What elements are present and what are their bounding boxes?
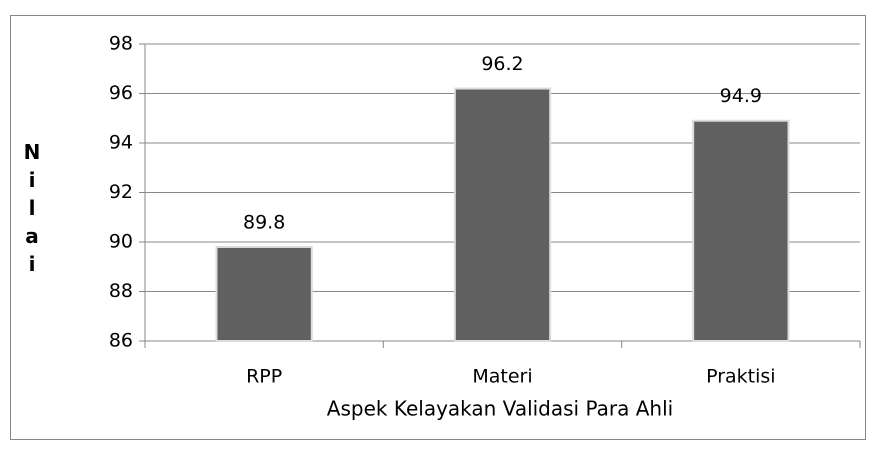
data-label: 94.9 [720, 85, 762, 107]
x-tick-label: Materi [472, 366, 532, 388]
y-tick-label: 96 [109, 82, 133, 104]
data-label: 96.2 [481, 53, 523, 75]
x-tick-label: Praktisi [706, 366, 776, 388]
x-tick-label: RPP [246, 366, 282, 388]
bar [215, 245, 313, 342]
x-axis-label: Aspek Kelayakan Validasi Para Ahli [327, 397, 673, 421]
bar [453, 87, 552, 342]
y-tick-label: 92 [109, 181, 133, 203]
y-tick-label: 98 [109, 33, 133, 55]
data-label: 89.8 [243, 211, 285, 233]
y-tick-label: 88 [109, 280, 133, 302]
y-axis-label: Nilai [20, 140, 44, 280]
y-tick-label: 90 [109, 231, 133, 253]
y-tick-label: 86 [109, 330, 133, 352]
bar [692, 119, 790, 342]
y-tick-label: 94 [109, 132, 133, 154]
